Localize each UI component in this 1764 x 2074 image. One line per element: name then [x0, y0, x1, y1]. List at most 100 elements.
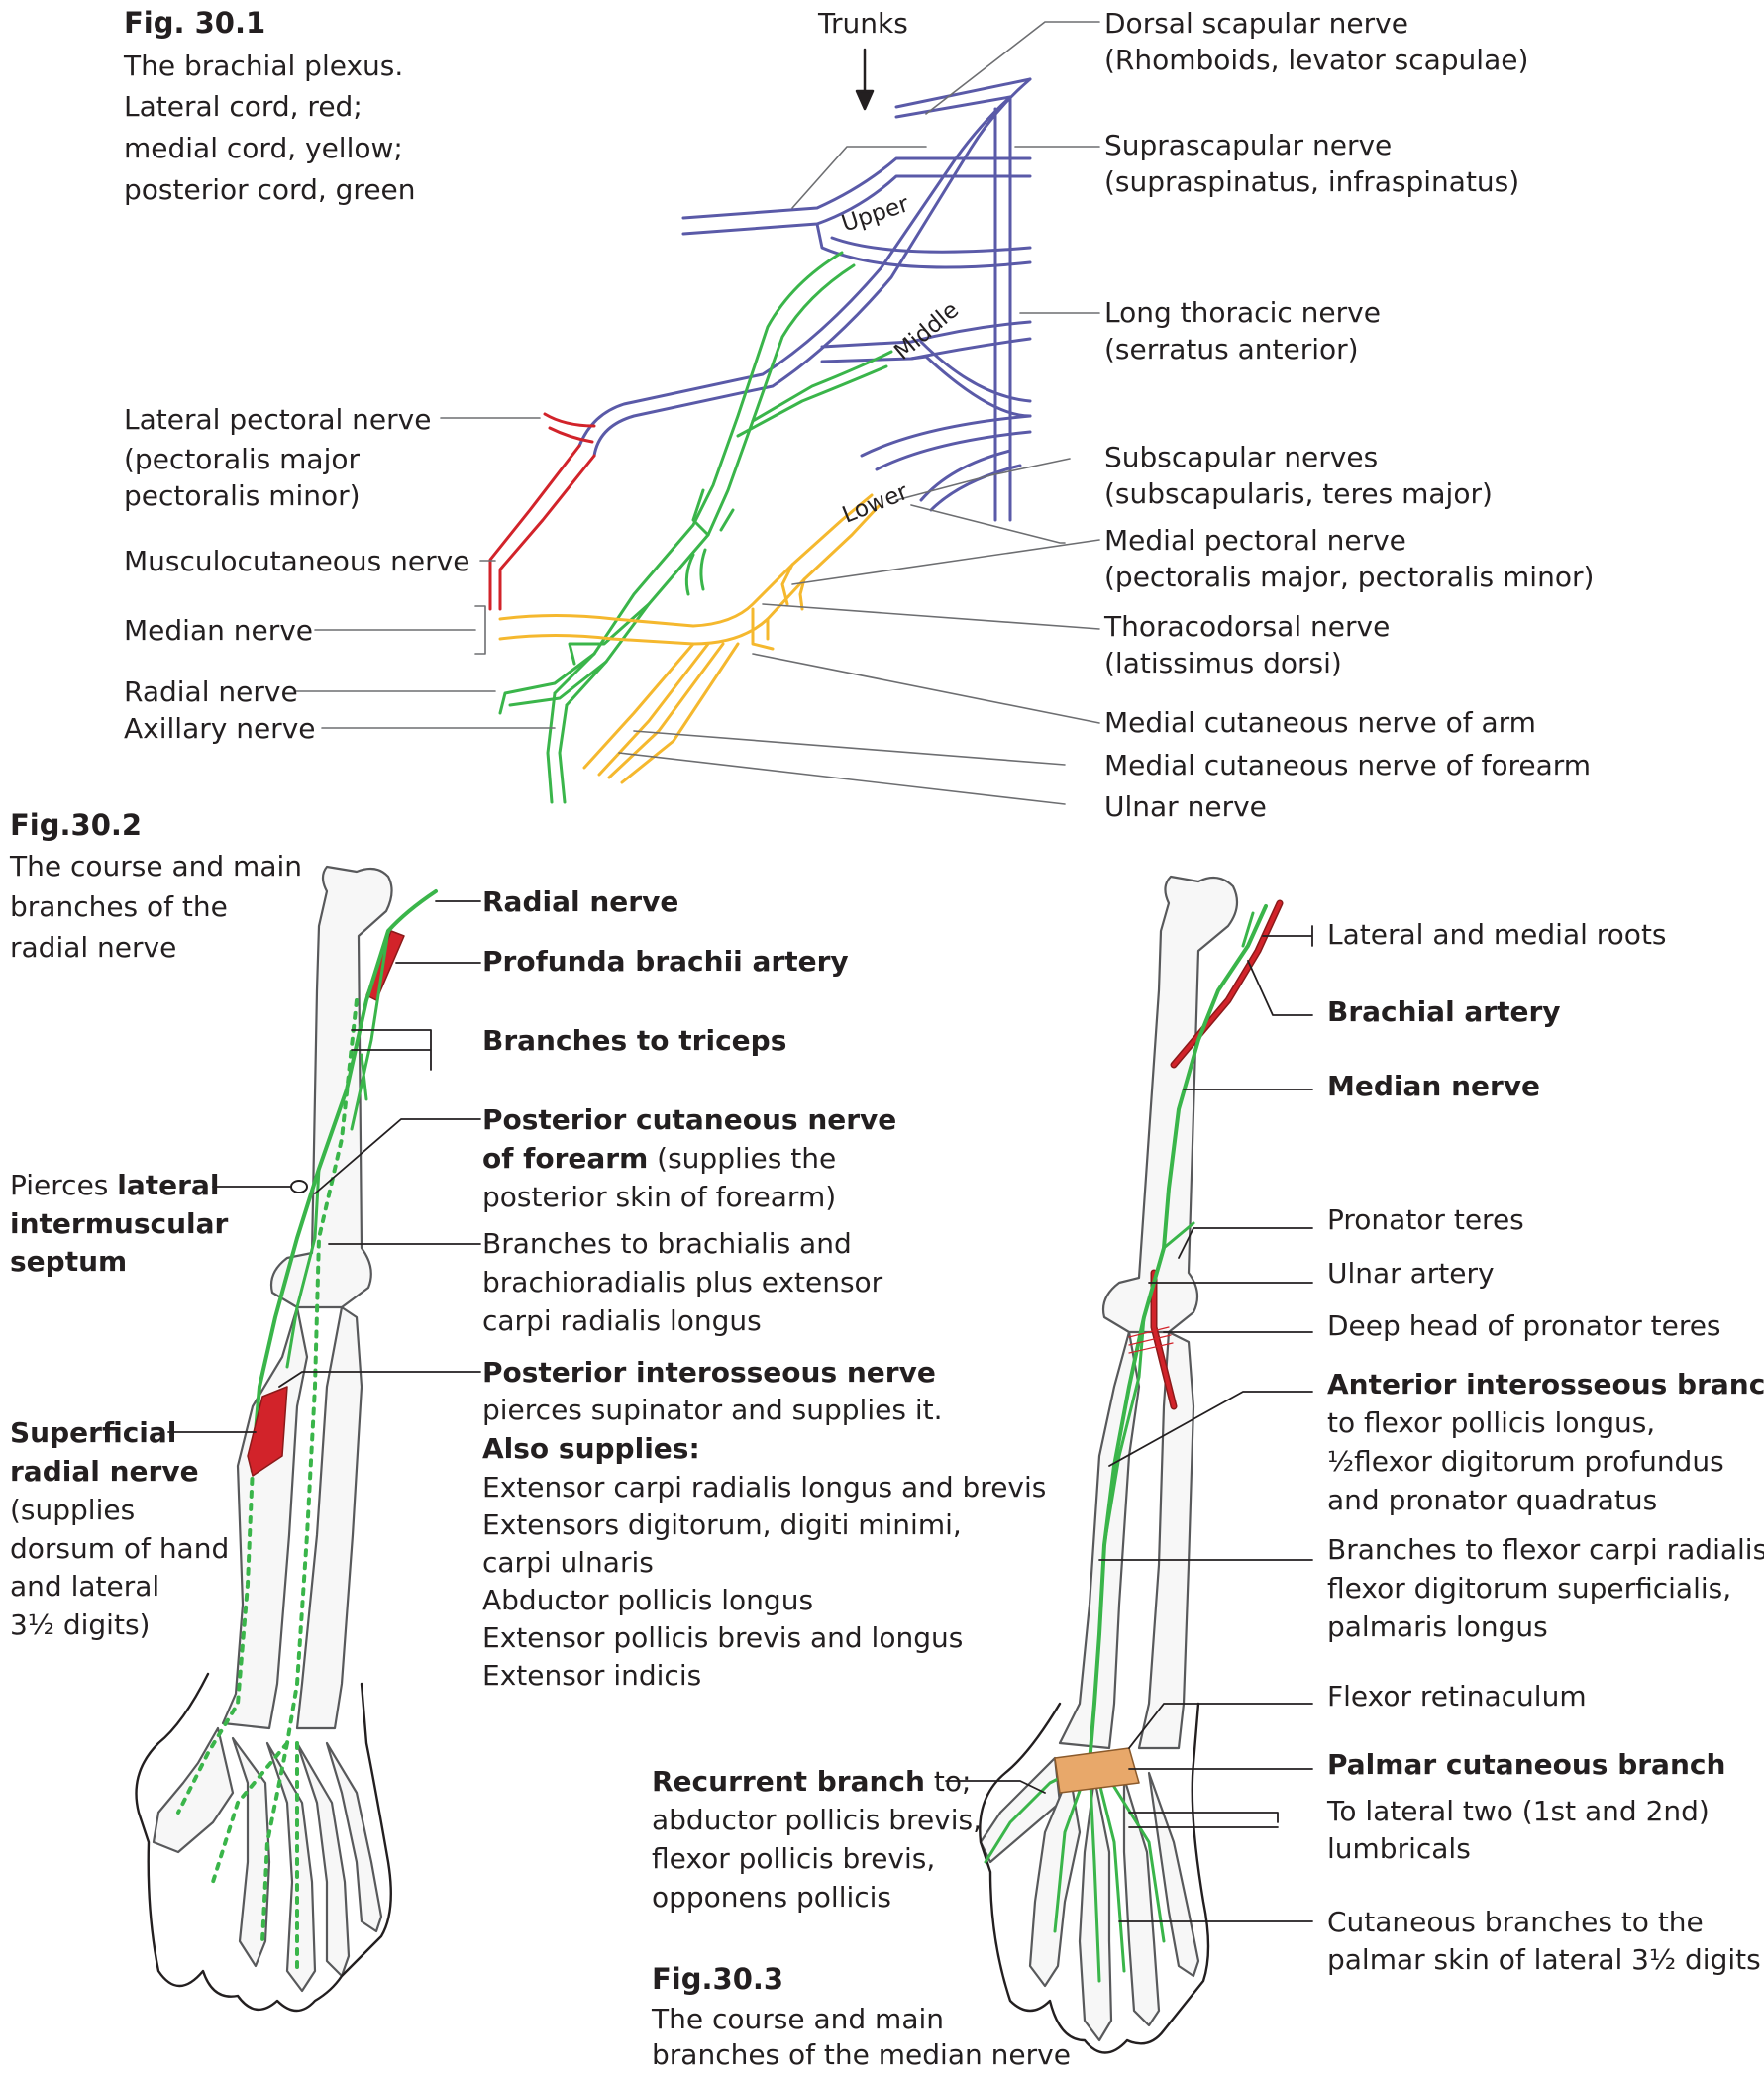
fig1-caption-line-3: medial cord, yellow; — [124, 132, 403, 164]
superficial-radial-desc-2: dorsum of hand — [10, 1532, 230, 1565]
pierces-plain: Pierces — [10, 1169, 118, 1201]
also-item-6: Extensor indicis — [482, 1659, 702, 1692]
median-arm-outline — [979, 1702, 1210, 2054]
posterior-cutaneous-label-1: Posterior cutaneous nerve — [482, 1103, 897, 1136]
posterior-cutaneous-label-2: of forearm — [482, 1142, 649, 1175]
brachial-artery-label: Brachial artery — [1327, 995, 1561, 1028]
deep-head-label: Deep head of pronator teres — [1327, 1309, 1721, 1342]
recurrent-item-1: abductor pollicis brevis, — [652, 1804, 983, 1836]
subscapular-label: Subscapular nerves — [1104, 441, 1379, 473]
fig3-caption-line-1: The course and main — [652, 2003, 945, 2035]
pronator-teres-label: Pronator teres — [1327, 1203, 1524, 1236]
brachialis-line-3: carpi radialis longus — [482, 1304, 762, 1337]
fig2-leader-lines — [167, 900, 481, 1433]
medial-cutaneous-forearm-label: Medial cutaneous nerve of forearm — [1104, 749, 1592, 781]
fig2-caption-line-3: radial nerve — [10, 931, 177, 964]
lateral-medial-roots-label: Lateral and medial roots — [1327, 918, 1667, 951]
fig1-leader-lines — [294, 21, 1100, 805]
radial-nerve-label-fig1: Radial nerve — [124, 675, 298, 708]
superficial-radial-bold-1: Superficial — [10, 1416, 177, 1449]
septum-marker — [290, 1180, 308, 1193]
fig3-leader-lines — [945, 925, 1313, 1922]
recurrent-item-3: opponens pollicis — [652, 1881, 892, 1914]
fig3-caption-line-2: branches of the median nerve — [652, 2038, 1071, 2071]
superficial-radial-bold-2: radial nerve — [10, 1455, 199, 1488]
medial-pectoral-label: Medial pectoral nerve — [1104, 524, 1406, 557]
lateral-pectoral-label: Lateral pectoral nerve — [124, 403, 432, 436]
branches-fcr-line-3: palmaris longus — [1327, 1610, 1548, 1643]
branches-fcr-line-1: Branches to flexor carpi radialis — [1327, 1533, 1764, 1566]
brachialis-line-1: Branches to brachialis and — [482, 1227, 852, 1260]
radial-arm-outline — [135, 1672, 392, 2013]
lateral-pectoral-sub-2: pectoralis minor) — [124, 479, 361, 512]
lateral-cord — [488, 412, 596, 611]
profunda-brachii-label: Profunda brachii artery — [482, 945, 849, 978]
thoracodorsal-sub: (latissimus dorsi) — [1104, 647, 1342, 679]
axillary-nerve-label: Axillary nerve — [124, 712, 316, 745]
dorsal-scapular-sub: (Rhomboids, levator scapulae) — [1104, 44, 1529, 76]
median-nerve-label-fig1: Median nerve — [124, 614, 314, 647]
medial-pectoral-sub: (pectoralis major, pectoralis minor) — [1104, 561, 1595, 593]
pierces-bold-1: lateral — [117, 1169, 220, 1201]
palmar-cutaneous-label: Palmar cutaneous branch — [1327, 1748, 1726, 1781]
median-nerve-label: Median nerve — [1327, 1070, 1541, 1102]
superficial-radial-desc-3: and lateral — [10, 1570, 160, 1603]
pronator-teres-hatch — [1128, 1326, 1174, 1354]
medial-cord — [498, 493, 882, 784]
also-item-2: Extensors digitorum, digiti minimi, — [482, 1508, 962, 1541]
long-thoracic-sub: (serratus anterior) — [1104, 333, 1359, 365]
anterior-interosseous-desc-2: ½flexor digitorum profundus — [1327, 1445, 1724, 1478]
cutaneous-branches-line-2: palmar skin of lateral 3½ digits — [1327, 1943, 1761, 1976]
fig1-caption-line-1: The brachial plexus. — [124, 50, 404, 82]
anterior-interosseous-desc-3: and pronator quadratus — [1327, 1484, 1658, 1516]
also-item-1: Extensor carpi radialis longus and brevi… — [482, 1471, 1047, 1504]
brachialis-line-2: brachioradialis plus extensor — [482, 1266, 883, 1298]
fig2-title: Fig.30.2 — [10, 808, 143, 842]
trunks-arrow — [855, 48, 875, 111]
posterior-cutaneous-desc-2: posterior skin of forearm) — [482, 1181, 837, 1213]
branches-triceps-label: Branches to triceps — [482, 1024, 787, 1057]
brachial-plexus-diagram — [294, 21, 1100, 805]
lumbricals-line-1: To lateral two (1st and 2nd) — [1327, 1795, 1710, 1827]
superficial-radial-desc-4: 3½ digits) — [10, 1608, 151, 1641]
branches-fcr-line-2: flexor digitorum superficialis, — [1327, 1572, 1732, 1605]
lumbricals-line-2: lumbricals — [1327, 1832, 1471, 1865]
suprascapular-sub: (supraspinatus, infraspinatus) — [1104, 165, 1520, 198]
superficial-radial-desc-1: (supplies — [10, 1494, 136, 1526]
pin-description: pierces supinator and supplies it. — [482, 1394, 943, 1426]
pierces-bold-2: intermuscular — [10, 1207, 229, 1240]
cutaneous-branches-line-1: Cutaneous branches to the — [1327, 1906, 1704, 1938]
recurrent-branch-label: Recurrent branch — [652, 1765, 925, 1798]
anterior-interosseous-desc-1: to flexor pollicis longus, — [1327, 1406, 1656, 1439]
flexor-retinaculum-label: Flexor retinaculum — [1327, 1680, 1587, 1712]
supinator-muscle — [247, 1386, 288, 1477]
ulnar-nerve-label: Ulnar nerve — [1104, 790, 1267, 823]
fig1-caption-line-4: posterior cord, green — [124, 173, 416, 206]
recurrent-item-2: flexor pollicis brevis, — [652, 1842, 936, 1875]
posterior-cord — [498, 251, 893, 804]
long-thoracic-label: Long thoracic nerve — [1104, 296, 1381, 329]
radial-nerve-path — [251, 889, 438, 1468]
lateral-pectoral-sub-1: (pectoralis major — [124, 443, 360, 475]
dorsal-scapular-label: Dorsal scapular nerve — [1104, 7, 1408, 40]
also-supplies-label: Also supplies: — [482, 1432, 700, 1465]
radial-arm-illustration — [135, 865, 481, 2013]
posterior-cutaneous-desc-1: (supplies the — [648, 1142, 837, 1175]
recurrent-line-1: Recurrent branch to; — [652, 1763, 971, 1800]
fig1-caption-line-2: Lateral cord, red; — [124, 90, 363, 123]
trunks-label: Trunks — [818, 7, 908, 40]
plexus-roots-trunks — [577, 77, 1032, 522]
flexor-retinaculum — [1054, 1747, 1140, 1794]
posterior-interosseous-label: Posterior interosseous nerve — [482, 1356, 936, 1389]
thoracodorsal-label: Thoracodorsal nerve — [1104, 610, 1391, 643]
fig1-title: Fig. 30.1 — [124, 6, 266, 40]
medial-cutaneous-arm-label: Medial cutaneous nerve of arm — [1104, 706, 1536, 739]
also-item-4: Abductor pollicis longus — [482, 1584, 814, 1616]
anterior-interosseous-label: Anterior interosseous branch — [1327, 1368, 1764, 1400]
subscapular-sub: (subscapularis, teres major) — [1104, 477, 1493, 510]
ulnar-artery-label: Ulnar artery — [1327, 1257, 1495, 1290]
radial-nerve-label: Radial nerve — [482, 885, 679, 918]
also-item-3: carpi ulnaris — [482, 1546, 654, 1579]
musculocutaneous-label: Musculocutaneous nerve — [124, 545, 470, 577]
